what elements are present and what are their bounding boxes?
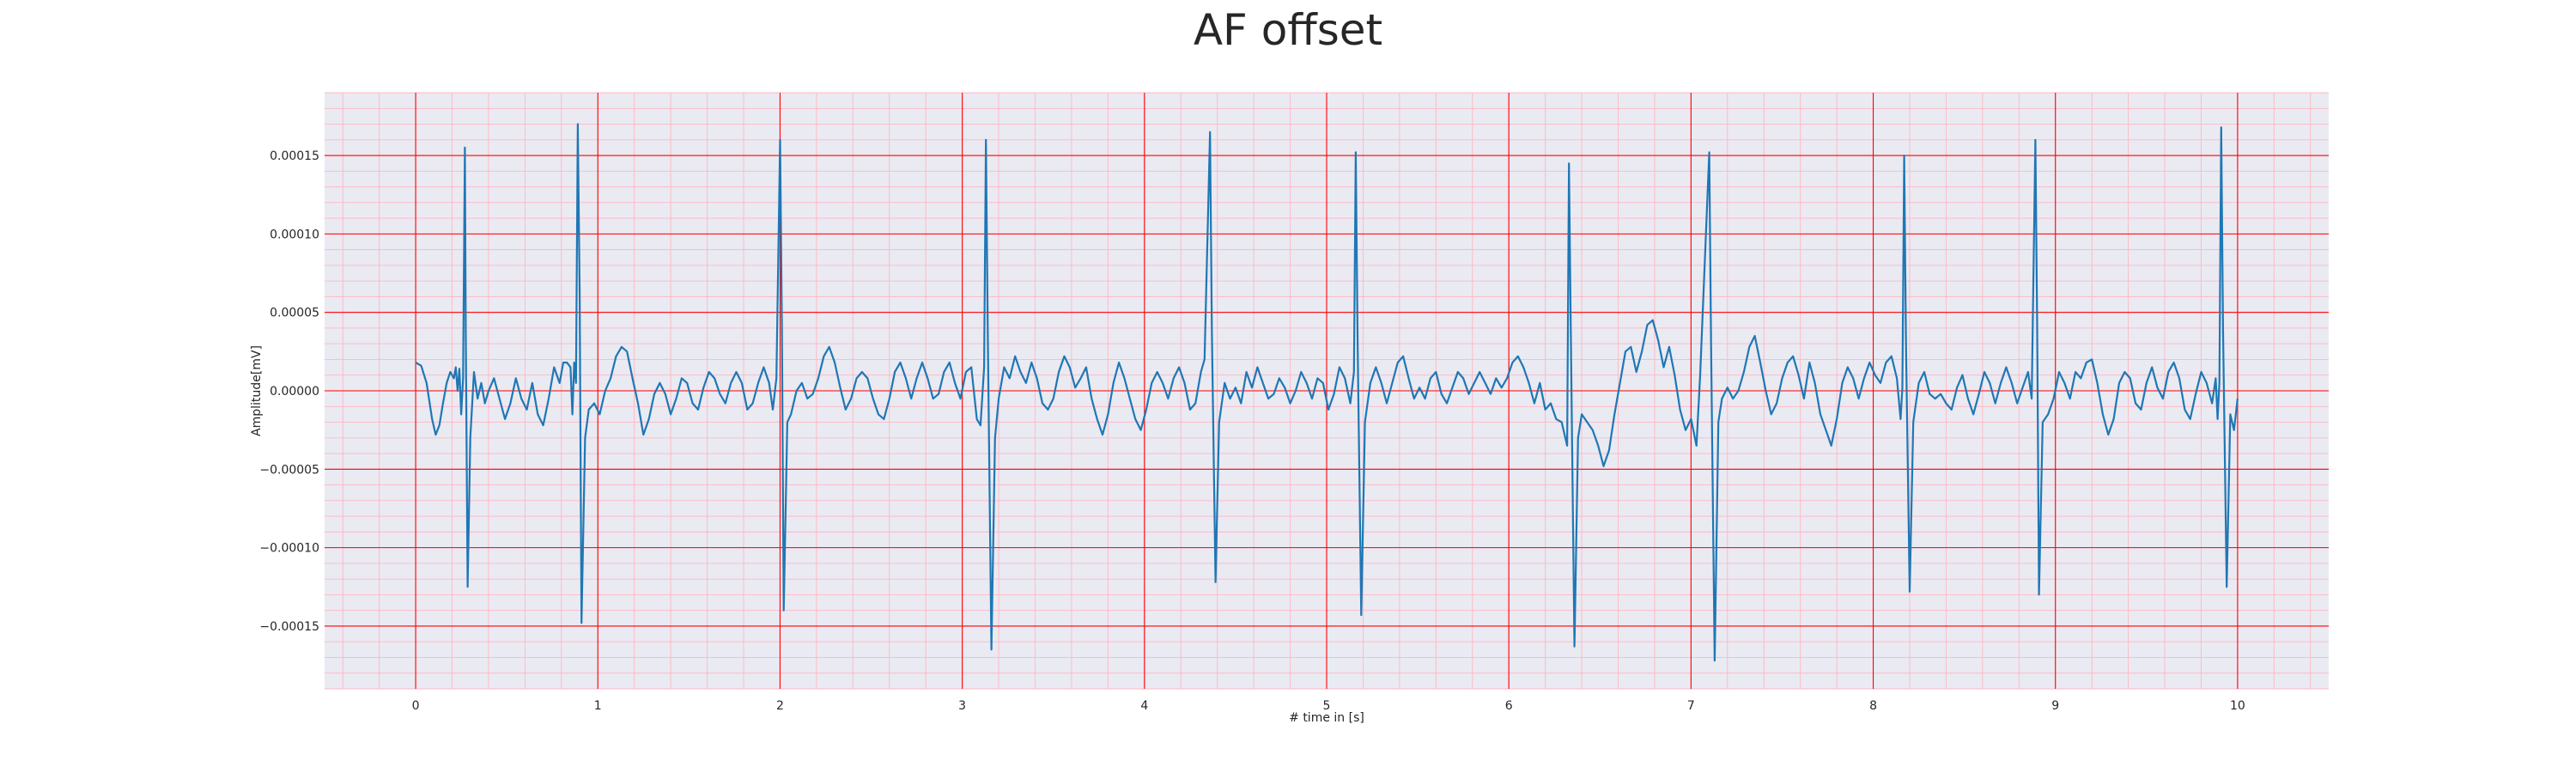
major-grid [325, 93, 2329, 689]
x-tick-label: 8 [1869, 699, 1877, 713]
x-axis-tick-labels: 0 1 2 3 4 5 6 7 8 9 10 [412, 699, 2245, 713]
x-tick-label: 7 [1687, 699, 1695, 713]
y-tick-label: 0.00010 [270, 228, 319, 241]
chart-title: AF offset [1194, 5, 1382, 55]
x-tick-label: 4 [1140, 699, 1148, 713]
ecg-series-line [415, 123, 2239, 662]
x-tick-label: 9 [2051, 699, 2059, 713]
x-tick-label: 0 [412, 699, 420, 713]
x-tick-label: 1 [594, 699, 602, 713]
y-axis-label: Amplitude[mV] [250, 345, 264, 436]
x-tick-label: 6 [1505, 699, 1513, 713]
y-tick-label: −0.00005 [259, 463, 319, 477]
y-tick-label: 0.00000 [270, 385, 319, 399]
x-tick-label: 10 [2230, 699, 2245, 713]
y-tick-label: −0.00015 [259, 620, 319, 634]
y-tick-label: 0.00015 [270, 149, 319, 163]
y-tick-label: −0.00010 [259, 542, 319, 556]
y-axis-tick-labels: −0.00015 −0.00010 −0.00005 0.00000 0.00005 0.… [259, 149, 319, 634]
x-tick-label: 5 [1323, 699, 1331, 713]
x-tick-label: 3 [958, 699, 966, 713]
x-tick-label: 2 [776, 699, 784, 713]
x-axis-label: # time in [s] [1289, 711, 1364, 725]
y-tick-label: 0.00005 [270, 307, 319, 320]
